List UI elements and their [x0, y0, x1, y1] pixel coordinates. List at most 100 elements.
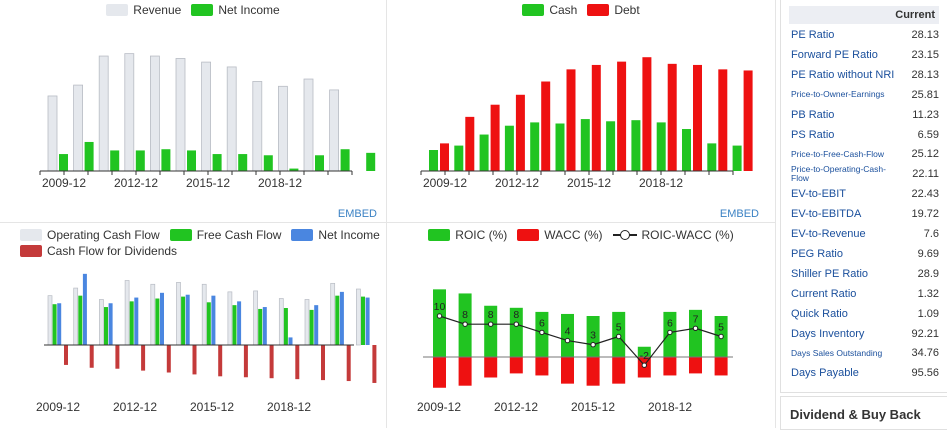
valuation-row-label[interactable]: PE Ratio: [791, 29, 835, 41]
valuation-row-label[interactable]: PB Ratio: [791, 108, 835, 121]
x-tick-label: 2012-12: [495, 176, 539, 190]
valuation-row-label[interactable]: Days Inventory: [791, 327, 865, 340]
valuation-row-label[interactable]: Shiller PE Ratio: [791, 267, 869, 280]
operating-cash-flow-bar: [253, 290, 258, 346]
roic-wacc-data-label: 4: [565, 326, 571, 338]
revenue-bar: [303, 78, 314, 172]
legend-item-net-income[interactable]: Net Income: [191, 3, 280, 17]
roic-wacc-point: [590, 342, 596, 348]
legend-item-cash[interactable]: Cash: [522, 3, 577, 17]
roic-bar: [433, 289, 446, 357]
net-income-bar: [365, 297, 370, 345]
valuation-row-label[interactable]: Quick Ratio: [791, 307, 848, 320]
legend-item-revenue[interactable]: Revenue: [106, 3, 181, 17]
embed-link[interactable]: EMBED: [719, 208, 759, 220]
roic-wacc-point: [513, 321, 520, 327]
dividend-buyback-section[interactable]: Dividend & Buy Back: [780, 396, 947, 430]
wacc-bar: [458, 357, 472, 386]
valuation-row-value: 19.72: [911, 208, 939, 221]
legend-label: ROIC-WACC (%): [641, 228, 734, 242]
valuation-row: Price-to-Operating-Cash-Flow 22.11: [791, 164, 939, 184]
panel-divider: [0, 222, 775, 223]
free-cash-flow-bar: [232, 305, 237, 345]
net-income-bar: [238, 154, 248, 171]
legend-label: ROIC (%): [455, 228, 508, 242]
valuation-row-value: 1.32: [917, 287, 939, 300]
free-cash-flow-bar: [78, 295, 83, 345]
valuation-row-label[interactable]: PEG Ratio: [791, 247, 843, 260]
roic-wacc-point: [488, 321, 494, 327]
x-tick-label: 2018-12: [267, 400, 311, 414]
x-tick-label: 2018-12: [258, 176, 302, 190]
wacc-bar: [433, 357, 446, 388]
dividends-bar: [269, 345, 274, 379]
valuation-row-value: 1.09: [917, 307, 939, 320]
roic-bar: [509, 307, 523, 357]
valuation-table: Current PE Ratio 28.13 Forward PE Ratio 23.…: [780, 0, 947, 393]
cash-bar: [707, 143, 717, 171]
legend-swatch: [517, 229, 540, 241]
valuation-row-label[interactable]: PS Ratio: [791, 128, 835, 141]
embed-link[interactable]: EMBED: [337, 208, 377, 220]
legend-item-free-cash-flow[interactable]: Free Cash Flow: [169, 228, 281, 242]
net-income-bar: [161, 149, 171, 171]
legend-item-net-income[interactable]: Net Income: [291, 228, 380, 242]
legend-item-roic[interactable]: ROIC (%): [428, 228, 507, 242]
valuation-row-label[interactable]: PE Ratio without NRI: [791, 68, 895, 81]
valuation-row-label[interactable]: Days Sales Outstanding: [791, 347, 883, 358]
cash-bar: [606, 121, 616, 171]
legend-item-cash-flow-for-dividends[interactable]: Cash Flow for Dividends: [20, 244, 177, 258]
roic-wacc-point: [616, 333, 622, 340]
x-tick-label: 2012-12: [494, 400, 538, 414]
valuation-row-label[interactable]: Days Payable: [791, 367, 859, 380]
operating-cash-flow-bar: [73, 287, 79, 346]
roic-wacc-point: [436, 313, 443, 319]
legend-item-debt[interactable]: Debt: [587, 3, 640, 17]
roic-wacc-point: [718, 333, 724, 340]
valuation-row-label[interactable]: Current Ratio: [791, 287, 857, 300]
legend-swatch: [20, 229, 42, 241]
cash-flow-chart-plot: 2009-12 2012-12 2015-12 2018-12: [36, 273, 377, 414]
legend-item-roic-wacc[interactable]: ROIC-WACC (%): [612, 228, 734, 242]
debt-bar: [566, 69, 576, 171]
roic-wacc-data-label: 5: [718, 322, 724, 334]
valuation-row-value: 34.76: [911, 347, 939, 360]
valuation-row-label[interactable]: Price-to-Free-Cash-Flow: [791, 148, 885, 159]
debt-bar: [490, 104, 500, 171]
revenue-chart-plot: 2009-12 2012-12 2015-12 2018-12: [39, 53, 376, 190]
debt-bar: [667, 63, 677, 171]
valuation-row-label[interactable]: EV-to-EBITDA: [791, 208, 862, 221]
legend-label: Cash: [549, 3, 578, 17]
dividends-bar: [64, 345, 68, 365]
valuation-row-value: 28.9: [917, 267, 939, 280]
roic-wacc-data-label: 8: [488, 309, 494, 321]
valuation-row-value: 92.21: [911, 327, 939, 340]
operating-cash-flow-bar: [124, 280, 130, 346]
net-income-bar: [57, 303, 62, 345]
legend-item-operating-cash-flow[interactable]: Operating Cash Flow: [20, 228, 160, 242]
valuation-row-label[interactable]: EV-to-Revenue: [791, 228, 866, 240]
valuation-row-label[interactable]: EV-to-EBIT: [791, 188, 847, 201]
valuation-row-value: 22.43: [911, 188, 939, 201]
legend-item-wacc[interactable]: WACC (%): [517, 228, 603, 242]
roic-wacc-point: [692, 325, 699, 332]
roic-bar: [586, 316, 600, 357]
free-cash-flow-bar: [309, 309, 314, 345]
operating-cash-flow-bar: [330, 282, 336, 346]
dividends-bar: [192, 345, 197, 375]
valuation-row-label[interactable]: Price-to-Owner-Earnings: [791, 89, 885, 100]
legend-label: WACC (%): [544, 228, 603, 242]
valuation-row-value: 7.6: [923, 228, 939, 240]
roic-wacc-point: [539, 329, 545, 336]
valuation-row-value: 28.13: [911, 68, 939, 81]
valuation-row: PS Ratio 6.59: [791, 127, 939, 143]
valuation-row: Current Ratio 1.32: [791, 286, 939, 302]
net-income-bar: [288, 337, 293, 345]
valuation-row-label[interactable]: Forward PE Ratio: [791, 48, 878, 61]
free-cash-flow-bar: [181, 296, 186, 345]
valuation-table-header: Current: [789, 6, 939, 24]
panel-divider: [775, 0, 776, 428]
net-income-bar: [187, 150, 196, 171]
valuation-row-label[interactable]: Price-to-Operating-Cash-Flow: [791, 164, 886, 184]
valuation-row: EV-to-Revenue 7.6: [791, 226, 939, 242]
